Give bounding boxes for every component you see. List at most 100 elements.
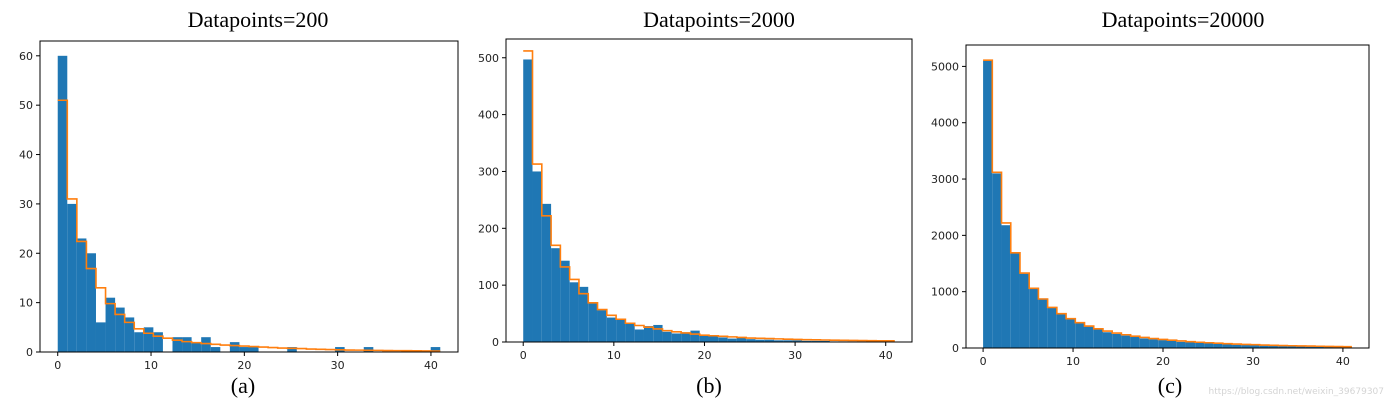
panel-c-bar-38 [1333, 346, 1343, 348]
panel-b-bar-32 [820, 340, 830, 342]
panel-b-bar-22 [727, 338, 737, 342]
panel-a-step-line [57, 99, 441, 352]
panel-a-bar-8 [134, 332, 144, 352]
panel-a-title: Datapoints=200 [188, 7, 329, 32]
panel-b-axes-frame [505, 38, 913, 343]
panel-a-x-ticks: 0 10 20 30 40 [54, 352, 438, 372]
panel-a-bar-9 [143, 327, 154, 352]
panel-c-bar-1 [992, 173, 1002, 348]
panel-b-bar-1 [532, 171, 542, 342]
panel-b-bar-6 [578, 286, 589, 342]
panel-b-bar-7 [588, 302, 598, 342]
panel-c-bar-22 [1185, 342, 1196, 348]
panel-b-ytick-label: 400 [478, 109, 499, 122]
panel-c-bar-17 [1139, 338, 1150, 348]
panel-c-bar-30 [1259, 345, 1269, 348]
panel-a-ytick-label: 60 [19, 50, 33, 63]
panel-b-bar-24 [746, 339, 756, 342]
panel-b-xtick-label: 40 [879, 349, 893, 362]
panel-a-bar-1 [67, 203, 77, 352]
panel-c-bar-6 [1038, 298, 1048, 348]
panel-a-ytick-label: 0 [26, 346, 33, 359]
panel-c-xtick-label: 0 [980, 355, 987, 368]
panel-b-bar-19 [699, 335, 709, 342]
panel-c-bar-11 [1084, 326, 1094, 348]
panel-c-bar-5 [1029, 288, 1039, 348]
panel-b-bar-23 [736, 338, 747, 342]
panel-c-xtick-label: 20 [1156, 355, 1170, 368]
panel-c-bar-28 [1241, 345, 1251, 348]
panel-b-ytick-label: 200 [478, 222, 499, 235]
panel-c-bar-16 [1130, 337, 1140, 348]
panel-b-bar-26 [764, 339, 775, 342]
panel-c-ytick-label: 3000 [931, 173, 959, 186]
panel-c-xtick-label: 10 [1066, 355, 1080, 368]
panel-b-bar-5 [569, 282, 579, 342]
panel-c-bar-24 [1204, 343, 1214, 348]
panel-b-bars [523, 59, 895, 342]
panel-c-y-ticks: 0 1000 2000 3000 4000 5000 [931, 60, 966, 355]
panel-c-bar-18 [1149, 339, 1159, 348]
panel-a-ytick-label: 50 [19, 99, 33, 112]
panel-b-bar-25 [755, 339, 765, 342]
panel-c-ytick-label: 2000 [931, 229, 959, 242]
panel-c-bar-7 [1047, 307, 1057, 348]
panel-c-ytick-label: 5000 [931, 60, 959, 73]
panel-a-bar-5 [105, 297, 116, 352]
panel-a-bar-20 [249, 347, 259, 352]
panel-a-xtick-label: 30 [331, 359, 345, 372]
panel-b-xtick-label: 20 [697, 349, 711, 362]
panel-a-axes-frame [39, 40, 459, 353]
panel-c-bar-15 [1121, 335, 1131, 348]
panel-c-xtick-label: 30 [1246, 355, 1260, 368]
panel-b-bar-14 [653, 324, 663, 342]
panel-b-ytick-label: 0 [492, 336, 499, 349]
panel-b-bar-10 [616, 319, 626, 342]
panel-c: Datapoints=20000 0 10 20 30 40 0 1000 2000 3000… [931, 7, 1370, 398]
panel-b-ytick-label: 300 [478, 165, 499, 178]
panel-b-ytick-label: 100 [478, 279, 499, 292]
panel-a-ytick-label: 20 [19, 247, 33, 260]
panel-a-step-path [57, 99, 441, 352]
panel-c-bar-0 [983, 60, 993, 349]
panel-c-xtick-label: 40 [1336, 355, 1350, 368]
panel-a-bar-12 [172, 337, 183, 352]
panel-a-bar-2 [76, 238, 87, 352]
panel-c-x-ticks: 0 10 20 30 40 [980, 348, 1350, 368]
panel-c-bar-33 [1287, 346, 1297, 348]
panel-a-bar-13 [182, 337, 192, 352]
panel-c-bar-23 [1195, 342, 1205, 348]
panel-c-bar-25 [1213, 343, 1223, 348]
panel-a-y-ticks: 0 10 20 30 40 50 60 [19, 50, 40, 359]
panel-a-bar-3 [86, 253, 96, 352]
panel-c-bar-12 [1093, 329, 1103, 348]
panel-b-bar-13 [643, 326, 654, 342]
panel-b-bar-17 [681, 332, 691, 342]
panel-b-bar-18 [690, 330, 700, 342]
panel-c-bar-9 [1066, 319, 1076, 348]
panel-c-bar-2 [1001, 225, 1011, 348]
panel-b-bar-12 [634, 329, 644, 342]
panel-b-bar-21 [718, 337, 728, 342]
panel-a-xtick-label: 10 [144, 359, 158, 372]
panel-c-bars [983, 60, 1352, 349]
panel-a-caption: (a) [231, 373, 255, 398]
panel-b-xtick-label: 30 [788, 349, 802, 362]
panel-b-bar-28 [783, 340, 793, 342]
panel-a-bar-14 [191, 342, 202, 352]
panel-c-axes-frame [965, 44, 1370, 349]
panel-c-step-line [983, 59, 1352, 348]
panel-c-step-path [983, 59, 1352, 348]
panel-c-bar-36 [1315, 346, 1325, 348]
panel-c-caption: (c) [1158, 373, 1182, 398]
panel-b: Datapoints=2000 0 10 20 30 40 0 100 200 300 400 5… [478, 7, 913, 398]
panel-b-xtick-label: 0 [520, 349, 527, 362]
panel-c-bar-10 [1075, 322, 1085, 348]
panel-c-bar-35 [1305, 346, 1316, 348]
panel-a-ytick-label: 10 [19, 297, 33, 310]
panel-a: Datapoints=200 0 10 20 30 40 0 10 20 30 40 50 60 (… [19, 7, 459, 398]
panel-a-xtick-label: 0 [54, 359, 61, 372]
panel-b-y-ticks: 0 100 200 300 400 500 [478, 52, 506, 349]
panel-a-bar-24 [287, 347, 297, 352]
